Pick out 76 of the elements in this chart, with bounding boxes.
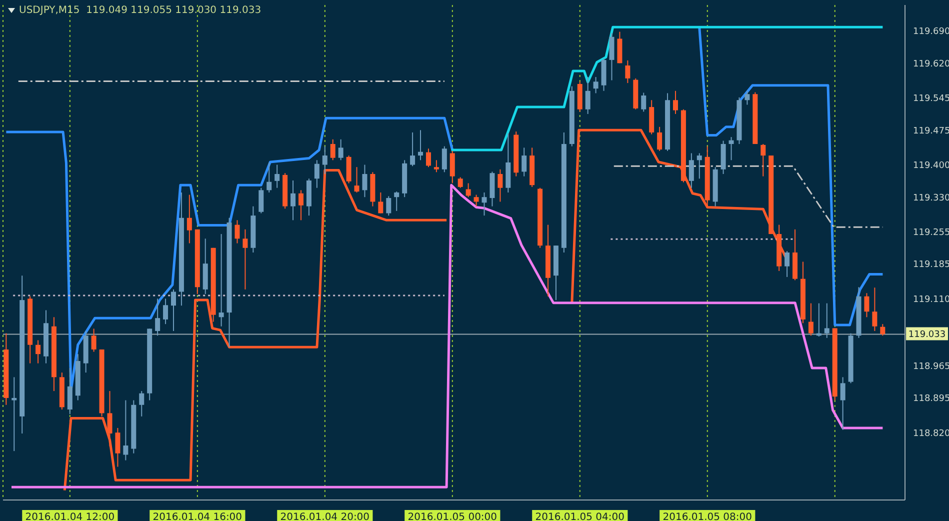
y-tick-label: 119.185 xyxy=(913,260,949,270)
candlestick xyxy=(107,390,112,447)
candlestick xyxy=(482,192,487,216)
chart-title: USDJPY,M15 119.049 119.055 119.030 119.033 xyxy=(19,5,262,16)
candlestick xyxy=(450,150,455,184)
candlestick xyxy=(824,302,830,338)
candlestick xyxy=(354,166,360,193)
candlestick xyxy=(840,376,846,430)
candlestick xyxy=(242,228,248,290)
candlestick xyxy=(115,427,120,468)
candlestick xyxy=(864,292,870,318)
y-tick-label: 118.965 xyxy=(913,362,949,372)
candlestick xyxy=(609,32,614,81)
candlestick xyxy=(760,143,766,177)
candlestick xyxy=(410,132,416,167)
candlestick xyxy=(672,90,678,114)
candlestick xyxy=(139,390,144,417)
candlestick xyxy=(657,126,662,152)
candlestick xyxy=(163,298,168,325)
candlestick xyxy=(434,160,439,173)
candlestick xyxy=(170,288,176,332)
ref-line-label: 119.033 xyxy=(908,330,946,340)
candlestick xyxy=(625,60,630,84)
x-tick-label: 2016.01.05 00:00 xyxy=(408,512,498,521)
x-tick-label: 2016.01.05 04:00 xyxy=(535,512,625,521)
candlestick xyxy=(378,192,384,214)
candlestick xyxy=(186,194,192,244)
candlestick xyxy=(298,190,304,221)
candlestick xyxy=(362,164,368,198)
candlestick xyxy=(218,234,224,327)
x-tick-label: 2016.01.04 20:00 xyxy=(280,512,370,521)
candlestick xyxy=(67,367,72,415)
candlestick xyxy=(274,164,280,188)
candlestick xyxy=(12,376,17,452)
y-tick-label: 118.895 xyxy=(913,394,949,404)
line-series xyxy=(450,26,884,152)
candlestick xyxy=(386,196,392,216)
x-tick-label: 2016.01.05 08:00 xyxy=(662,512,752,521)
candlestick xyxy=(696,152,702,180)
candlestick xyxy=(426,148,431,168)
candlestick xyxy=(688,152,694,188)
candlestick xyxy=(784,250,790,278)
y-tick-label: 119.475 xyxy=(913,126,949,136)
candlestick xyxy=(880,324,886,336)
candlestick xyxy=(290,180,296,221)
candlestick xyxy=(322,146,328,174)
candlestick xyxy=(418,130,424,161)
y-tick-label: 119.545 xyxy=(913,94,949,104)
candlestick xyxy=(498,168,503,202)
candlestick xyxy=(728,136,734,161)
candlestick xyxy=(808,302,814,336)
x-tick-label: 2016.01.04 16:00 xyxy=(152,512,242,521)
candlestick xyxy=(442,146,447,173)
candlestick xyxy=(330,138,336,161)
candlestick xyxy=(585,76,590,114)
candlestick xyxy=(522,147,527,177)
y-tick-label: 119.255 xyxy=(913,228,949,238)
candlestick xyxy=(474,194,479,207)
candlestick xyxy=(91,328,96,352)
candlestick xyxy=(155,298,160,336)
candlestick xyxy=(458,176,463,188)
candlestick xyxy=(36,340,41,364)
candlestick xyxy=(234,220,240,244)
candlestick xyxy=(338,138,344,161)
candlestick xyxy=(744,90,750,106)
candlestick xyxy=(314,160,320,188)
candlestick xyxy=(466,182,471,198)
candlestick xyxy=(872,287,878,332)
candlestick xyxy=(593,76,598,94)
candlestick xyxy=(123,400,128,461)
candlestick xyxy=(394,191,400,212)
candlestick xyxy=(641,92,646,112)
line-series xyxy=(10,184,884,488)
candlestick xyxy=(258,187,264,214)
x-tick-label: 2016.01.04 12:00 xyxy=(25,512,115,521)
candlestick xyxy=(266,162,272,193)
